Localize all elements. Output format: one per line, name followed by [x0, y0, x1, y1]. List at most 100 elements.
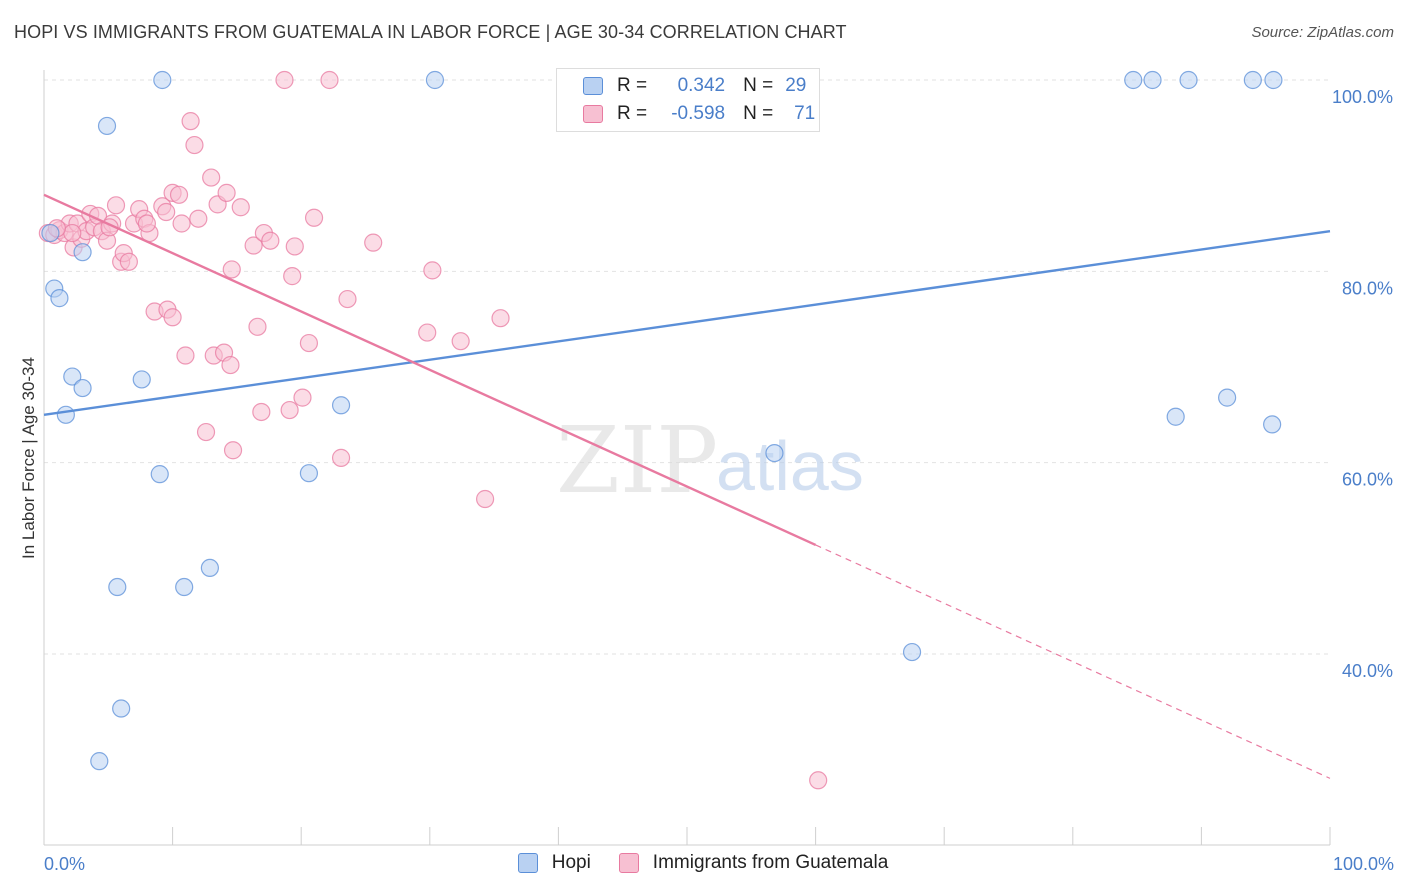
- guatemala-point-62: [423, 261, 442, 280]
- guatemala-point-43: [223, 441, 243, 460]
- series-legend: Hopi Immigrants from Guatemala: [0, 852, 1406, 874]
- guatemala-point-55: [299, 333, 319, 353]
- hopi-point-11: [108, 577, 127, 597]
- legend-row-guatemala: R = -0.598 N = 71: [557, 100, 815, 128]
- hopi-point-23: [1179, 70, 1198, 90]
- n-label: N =: [743, 75, 774, 96]
- guatemala-point-47: [252, 402, 271, 422]
- hopi-point-6: [73, 378, 92, 398]
- guatemala-point-29: [169, 185, 189, 204]
- guatemala-point-65: [491, 309, 510, 328]
- guatemala-point-27: [163, 308, 182, 327]
- guatemala-point-56: [304, 208, 324, 227]
- guatemala-point-30: [172, 214, 191, 233]
- guatemala-n-value: 71: [794, 103, 816, 124]
- hopi-point-10: [153, 70, 172, 90]
- legend-item-guatemala: Immigrants from Guatemala: [618, 852, 889, 874]
- hopi-point-15: [90, 752, 109, 771]
- hopi-n-value: 29: [785, 75, 807, 96]
- hopi-point-12: [175, 577, 194, 597]
- y-tick-label-80: 80.0%: [1342, 278, 1393, 298]
- trend-line-0: [43, 229, 1331, 417]
- hopi-point-4: [63, 367, 82, 386]
- hopi-point-16: [299, 464, 319, 483]
- hopi-point-26: [1166, 407, 1185, 426]
- y-tick-labels: 40.0% 60.0% 80.0% 100.0%: [1332, 87, 1393, 681]
- trend-line-ext-1: [815, 544, 1331, 779]
- chart-title: HOPI VS IMMIGRANTS FROM GUATEMALA IN LAB…: [14, 22, 847, 42]
- hopi-point-1: [73, 243, 92, 262]
- guatemala-point-18: [119, 252, 138, 271]
- guatemala-point-46: [248, 317, 267, 336]
- guatemala-point-33: [185, 135, 204, 155]
- guatemala-point-50: [275, 70, 294, 90]
- guatemala-point-64: [475, 489, 495, 509]
- guatemala-point-58: [331, 448, 351, 467]
- hopi-point-8: [132, 370, 151, 389]
- watermark-zip: ZIP: [556, 407, 718, 514]
- guatemala-swatch: [583, 105, 603, 123]
- legend-guatemala-label: Immigrants from Guatemala: [652, 852, 889, 873]
- hopi-point-27: [1218, 388, 1237, 407]
- r-label: R =: [617, 103, 648, 124]
- guatemala-point-25: [157, 202, 176, 222]
- guatemala-point-31: [176, 346, 195, 365]
- hopi-point-14: [112, 699, 131, 718]
- guatemala-r-value: -0.598: [671, 103, 726, 124]
- guatemala-point-69: [63, 223, 82, 243]
- hopi-point-22: [1143, 70, 1162, 90]
- hopi-r-value: 0.342: [677, 75, 726, 96]
- guatemala-point-34: [189, 209, 208, 228]
- guatemala-point-32: [181, 112, 200, 131]
- trend-line-1: [43, 193, 817, 547]
- y-axis-label: In Labor Force | Age 30-34: [19, 357, 38, 559]
- hopi-point-28: [1263, 415, 1282, 434]
- hopi-point-18: [425, 70, 445, 90]
- guatemala-point-35: [196, 422, 216, 442]
- source-label: Source: ZipAtlas.com: [1251, 24, 1394, 41]
- x-tick-label-max: 100.0%: [1333, 854, 1394, 874]
- r-label: R =: [617, 75, 648, 96]
- y-tick-label-100: 100.0%: [1332, 87, 1393, 107]
- guatemala-point-36: [202, 168, 221, 187]
- stats-legend: R = 0.342 N = 29 R = -0.598 N = 71: [556, 68, 820, 132]
- guatemala-point-42: [222, 260, 241, 279]
- hopi-legend-swatch: [517, 853, 538, 873]
- hopi-point-19: [765, 444, 784, 463]
- series-guatemala-points: [38, 70, 828, 790]
- hopi-point-5: [56, 405, 75, 424]
- x-tick-label-min: 0.0%: [44, 854, 85, 874]
- hopi-point-7: [97, 116, 117, 136]
- guatemala-point-66: [809, 771, 828, 790]
- guatemala-point-41: [221, 355, 240, 375]
- hopi-point-20: [902, 642, 922, 662]
- hopi-point-17: [331, 396, 351, 415]
- hopi-point-21: [1124, 70, 1143, 90]
- guatemala-point-49: [261, 231, 280, 250]
- hopi-point-24: [1243, 70, 1262, 90]
- hopi-point-13: [200, 558, 219, 578]
- series-hopi-points: [41, 70, 1283, 771]
- guatemala-point-15: [106, 196, 126, 215]
- legend-item-hopi: Hopi: [517, 852, 591, 874]
- legend-hopi-label: Hopi: [551, 852, 591, 873]
- hopi-point-3: [50, 289, 69, 308]
- guatemala-point-40: [217, 183, 236, 202]
- guatemala-point-53: [285, 237, 304, 256]
- guatemala-point-59: [338, 289, 357, 309]
- guatemala-point-44: [231, 198, 250, 217]
- guatemala-point-60: [364, 233, 383, 252]
- n-label: N =: [743, 103, 774, 124]
- watermark-atlas: atlas: [716, 427, 864, 505]
- watermark: ZIP atlas: [556, 407, 864, 514]
- guatemala-point-45: [244, 236, 263, 255]
- guatemala-point-63: [451, 332, 470, 351]
- y-tick-label-40: 40.0%: [1342, 661, 1393, 681]
- guatemala-point-68: [137, 214, 156, 233]
- legend-row-hopi: R = 0.342 N = 29: [557, 72, 806, 100]
- y-tick-label-60: 60.0%: [1342, 470, 1393, 490]
- guatemala-legend-swatch: [618, 853, 639, 873]
- guatemala-point-57: [320, 70, 339, 90]
- trend-lines: [43, 193, 1331, 779]
